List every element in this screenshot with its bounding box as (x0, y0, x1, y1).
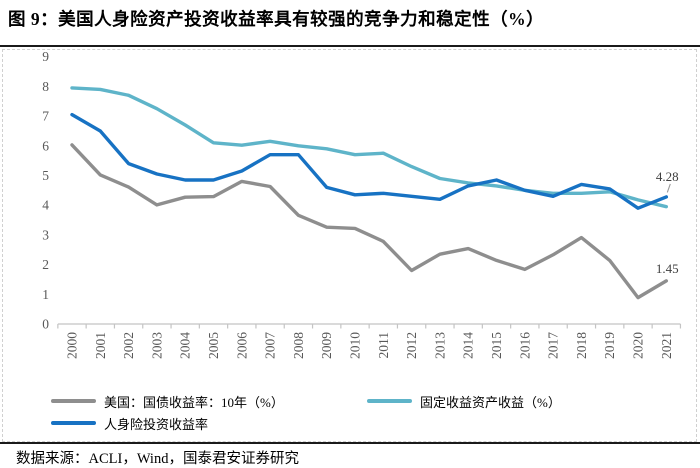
x-axis-year-label: 2013 (432, 332, 447, 359)
y-axis-tick-label: 3 (42, 227, 49, 242)
y-axis-tick-label: 2 (42, 257, 49, 272)
x-axis-year-label: 2012 (404, 332, 419, 359)
x-axis-year-label: 2000 (65, 332, 80, 359)
legend-item-fixed-income: 固定收益资产收益（%） (367, 393, 561, 410)
life-insurance-line-swatch (51, 421, 96, 425)
x-axis-year-label: 2010 (348, 332, 363, 359)
x-axis-year-label: 2017 (546, 332, 561, 359)
legend-item-life-insurance: 人身险投资收益率 (51, 415, 209, 432)
series-line-fixed_income (70, 86, 668, 209)
x-axis-year-label: 2009 (319, 332, 334, 359)
y-axis-tick-label: 8 (42, 79, 49, 94)
x-axis-year-label: 2002 (121, 332, 136, 359)
line-chart: 0 1 2 3 4 5 6 7 8 9 2000 2001 2002 2003 2004 2005 2006 20… (42, 50, 682, 359)
data-point-label: 1.45 (656, 261, 679, 276)
x-axis-year-label: 2008 (291, 332, 306, 359)
x-axis-year-label: 2018 (574, 332, 589, 359)
x-axis-year-label: 2020 (631, 332, 646, 359)
x-axis-year-label: 2011 (376, 332, 391, 359)
y-axis-tick-label: 9 (42, 50, 49, 64)
series-line-life_insurance (70, 112, 668, 210)
treasury-line-swatch (51, 399, 96, 403)
x-axis-year-label: 2021 (659, 332, 674, 359)
x-axis-year-label: 2016 (517, 332, 532, 359)
x-axis-year-label: 2007 (263, 332, 278, 359)
series-line-treasury (70, 143, 668, 300)
fixed-income-line-swatch (367, 399, 412, 403)
x-axis-year-label: 2015 (489, 332, 504, 359)
x-axis-year-label: 2019 (602, 332, 617, 359)
x-axis-year-label: 2005 (206, 332, 221, 359)
chart-area: 0 1 2 3 4 5 6 7 8 9 2000 2001 2002 2003 2004 2005 2006 20… (2, 49, 697, 442)
y-axis-tick-label: 0 (42, 317, 49, 332)
legend-item-treasury: 美国：国债收益率：10年（%） (51, 393, 284, 410)
x-axis-year-label: 2004 (178, 332, 193, 359)
legend-label-life-insurance: 人身险投资收益率 (104, 416, 209, 432)
y-axis-tick-label: 6 (42, 138, 49, 153)
data-point-label: 4.28 (656, 169, 679, 184)
title-divider (0, 45, 700, 47)
y-axis-tick-label: 7 (42, 109, 49, 124)
x-axis-year-label: 2003 (149, 332, 164, 359)
legend-label-treasury: 美国：国债收益率：10年（%） (104, 394, 284, 410)
x-axis-year-label: 2014 (461, 332, 476, 359)
legend-label-fixed-income: 固定收益资产收益（%） (420, 394, 561, 410)
footer-divider (0, 442, 700, 444)
y-axis-tick-label: 4 (42, 198, 49, 213)
x-axis-year-label: 2001 (93, 332, 108, 359)
data-source: 数据来源：ACLI，Wind，国泰君安证券研究 (16, 451, 299, 467)
y-axis-tick-label: 1 (42, 287, 49, 302)
figure-title: 图 9：美国人身险资产投资收益率具有较强的竞争力和稳定性（%） (8, 9, 545, 29)
x-axis-year-label: 2006 (234, 332, 249, 359)
y-axis-tick-label: 5 (42, 168, 49, 183)
annotation-leader-line (666, 183, 671, 193)
